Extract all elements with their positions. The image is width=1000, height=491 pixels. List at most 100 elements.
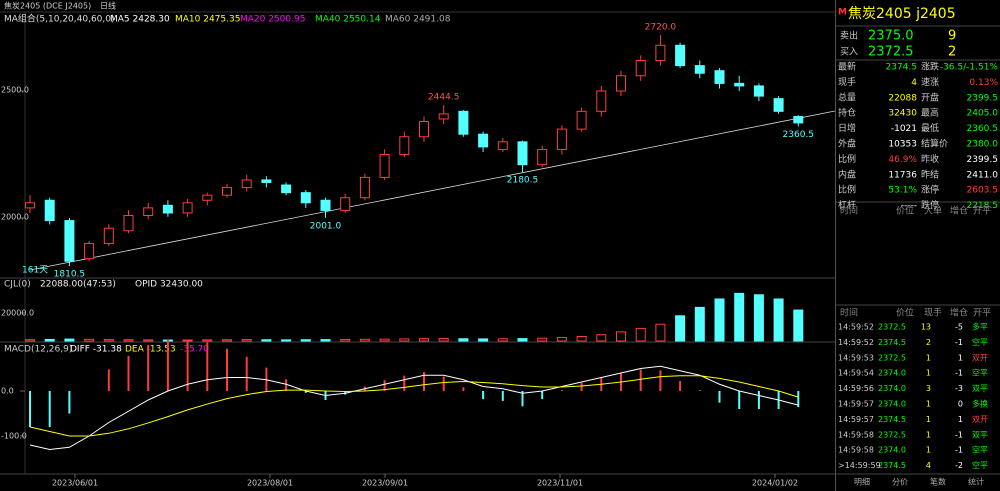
quote-value: 4 bbox=[911, 78, 917, 88]
candle-body bbox=[537, 148, 548, 166]
candle-body bbox=[281, 184, 292, 194]
candle-body bbox=[458, 110, 469, 135]
symbol: 焦炭2405 (DCE J2405) bbox=[4, 1, 91, 11]
volume-bar bbox=[753, 294, 764, 342]
tick-price: 2374.0 bbox=[878, 384, 906, 393]
tick-type: 双平 bbox=[972, 384, 988, 393]
volume-bar bbox=[517, 338, 528, 342]
y-tick-label: 2000.0 bbox=[1, 213, 29, 222]
volume-bar bbox=[793, 309, 804, 342]
tick-type: 空平 bbox=[972, 460, 988, 470]
candle-body bbox=[84, 242, 95, 260]
tick-change: -3 bbox=[955, 384, 963, 393]
candle-body bbox=[64, 220, 75, 262]
ask-label: 卖出 bbox=[840, 30, 858, 42]
quote-value: 2380.0 bbox=[967, 140, 999, 150]
candle-body bbox=[222, 187, 232, 196]
volume-bar bbox=[359, 338, 370, 342]
tick-volume: 1 bbox=[926, 415, 931, 424]
quote-value: 46.9% bbox=[888, 155, 917, 165]
tick-price: 2374.5 bbox=[878, 338, 906, 347]
candle-body bbox=[556, 128, 567, 150]
candle-body bbox=[25, 202, 35, 209]
tick-time: 14:59:53 bbox=[838, 353, 874, 362]
tick-change: -2 bbox=[955, 461, 963, 470]
volume-bar bbox=[143, 339, 154, 342]
volume-bar bbox=[25, 339, 35, 342]
candle-body bbox=[773, 98, 784, 112]
tick-time: >14:59:59 bbox=[838, 461, 881, 470]
price-annotation: 2180.5 bbox=[507, 176, 539, 186]
period: 日线 bbox=[100, 1, 116, 11]
volume-bar bbox=[44, 338, 55, 342]
tick-price: 2374.0 bbox=[878, 369, 906, 378]
x-tick-label: 2023/06/01 bbox=[52, 479, 98, 488]
tick-price: 2374.5 bbox=[878, 415, 906, 424]
tick-time: 14:59:58 bbox=[838, 446, 874, 455]
tab[interactable]: 明细 bbox=[854, 477, 870, 487]
quote-label: 昨结 bbox=[921, 168, 939, 180]
quote-value: 32430 bbox=[888, 109, 917, 119]
legend-entry: MA40 2550.14 bbox=[315, 15, 381, 25]
y-tick-label: 20000.0 bbox=[1, 308, 34, 317]
tick-volume: 1 bbox=[926, 430, 931, 439]
x-tick-label: 2024/01/02 bbox=[752, 479, 798, 488]
candle-body bbox=[399, 136, 410, 156]
volume-bar bbox=[497, 338, 508, 342]
panel-value: -35.70 bbox=[180, 345, 209, 355]
tick-price: 2372.5 bbox=[878, 353, 906, 362]
panel-value: DIFF -31.38 bbox=[70, 345, 122, 355]
volume-bar bbox=[478, 338, 489, 342]
tick-price: 2374.0 bbox=[878, 446, 906, 455]
volume-bar bbox=[773, 298, 784, 342]
quote-label: 跌停 bbox=[921, 199, 939, 211]
diff-line bbox=[29, 365, 799, 451]
candle-body bbox=[419, 120, 429, 138]
volume-bar bbox=[399, 338, 410, 342]
legend-entry: MA10 2475.35 bbox=[175, 15, 240, 25]
tick-time: 14:59:52 bbox=[838, 338, 874, 347]
panel-value: DEA -13.53 bbox=[125, 345, 176, 355]
quote-label: 涨跌 bbox=[921, 62, 939, 73]
tick-volume: 13 bbox=[921, 323, 931, 332]
quote-label: 最低 bbox=[921, 122, 939, 134]
candle-body bbox=[241, 179, 252, 189]
tab[interactable]: 统计 bbox=[968, 477, 984, 487]
volume-bar bbox=[241, 339, 252, 342]
quote-label: 速涨 bbox=[921, 77, 939, 88]
quote-label: 比例 bbox=[838, 153, 856, 165]
volume-bar bbox=[596, 334, 607, 342]
tick-price: 2374.0 bbox=[878, 400, 906, 409]
volume-bar bbox=[103, 339, 114, 342]
quote-value: 2374.5 bbox=[886, 63, 918, 73]
volume-bar bbox=[320, 339, 331, 342]
tab[interactable]: 笔数 bbox=[930, 477, 946, 487]
tick-volume: 1 bbox=[926, 353, 931, 362]
candle-body bbox=[675, 44, 686, 67]
quote-value: 2411.0 bbox=[967, 170, 999, 180]
candle-body bbox=[123, 215, 134, 232]
volume-bar bbox=[694, 306, 705, 342]
tick-price: 2374.5 bbox=[878, 461, 906, 470]
quote-label: 比例 bbox=[838, 184, 856, 196]
volume-bar bbox=[379, 338, 390, 342]
x-tick-label: 2023/08/01 bbox=[247, 479, 293, 488]
quote-label: 昨收 bbox=[921, 153, 939, 165]
price-annotation: 2360.5 bbox=[783, 130, 815, 140]
candle-body bbox=[103, 227, 114, 244]
bid-volume: 2 bbox=[948, 45, 956, 60]
quote-label: 总量 bbox=[838, 91, 856, 103]
tick-volume: 1 bbox=[926, 400, 931, 409]
price-annotation: 2001.0 bbox=[310, 221, 342, 231]
panel-title: MACD(12,26,9) bbox=[4, 345, 72, 355]
quote-value: 2399.5 bbox=[967, 155, 999, 165]
quote-value: 2218.5 bbox=[967, 201, 999, 211]
tick-time: 14:59:57 bbox=[838, 400, 874, 409]
candle-body bbox=[596, 90, 607, 112]
tab[interactable]: 分价 bbox=[892, 478, 908, 487]
candle-body bbox=[497, 141, 508, 150]
quote-label: 日增 bbox=[838, 122, 856, 134]
price-annotation: 2444.5 bbox=[428, 93, 460, 103]
